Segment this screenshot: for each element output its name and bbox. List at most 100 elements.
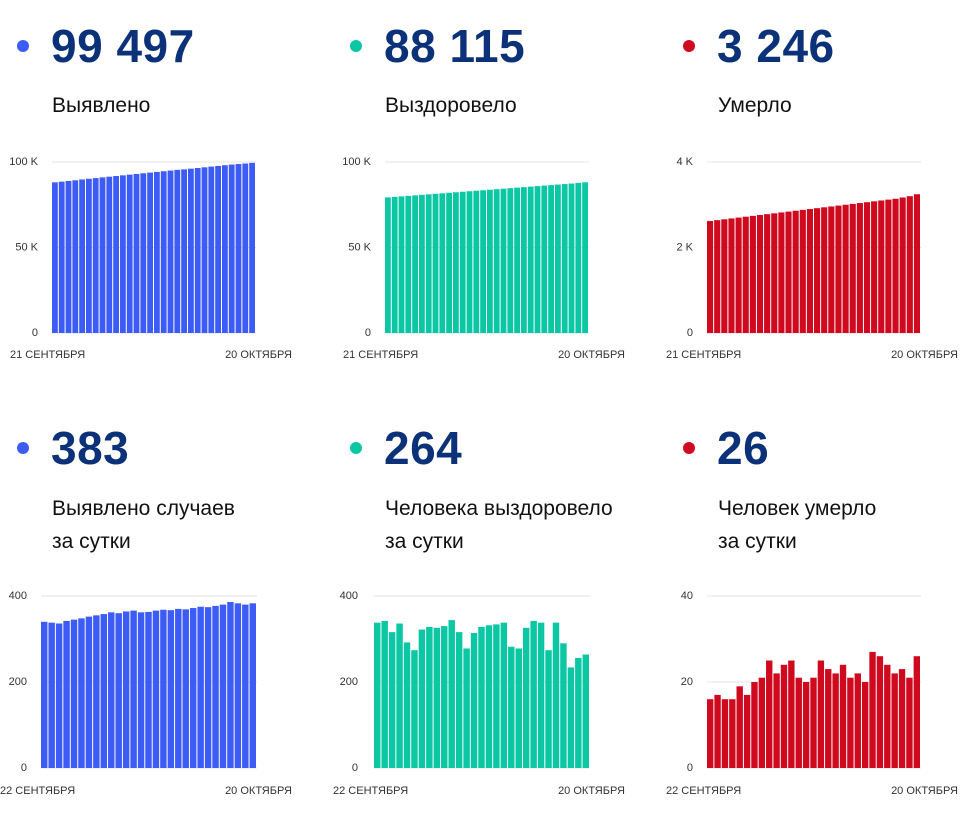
bar	[507, 188, 514, 333]
bar	[884, 664, 891, 768]
bar	[530, 620, 537, 768]
bar	[788, 660, 795, 768]
bar	[182, 609, 189, 768]
bar-chart: 0 2 K 4 K 21 СЕНТЯБРЯ 20 ОКТЯБРЯ	[666, 156, 958, 361]
bar	[714, 220, 721, 333]
x-end-label: 20 ОКТЯБРЯ	[891, 349, 958, 361]
total-value: 99 497	[51, 20, 195, 72]
bar	[204, 607, 212, 768]
bar	[842, 204, 849, 333]
metric-label-line: Умерло	[718, 94, 792, 117]
bar	[412, 195, 418, 333]
bar	[133, 173, 140, 333]
bar-chart: 0 200 400 22 СЕНТЯБРЯ 20 ОКТЯБРЯ	[0, 590, 292, 797]
y-tick-label: 50 K	[15, 242, 38, 254]
bar	[847, 677, 854, 768]
bar	[913, 656, 920, 768]
bar	[167, 170, 174, 333]
series-dot	[683, 40, 695, 52]
bar	[463, 648, 470, 768]
y-tick-label: 40	[681, 590, 693, 602]
bar	[374, 622, 381, 768]
bar	[878, 200, 885, 333]
bar	[778, 212, 785, 333]
series-dot	[683, 442, 695, 454]
total-value: 264	[384, 422, 463, 474]
x-end-label: 20 ОКТЯБРЯ	[225, 349, 292, 361]
bar	[508, 646, 515, 768]
bar	[249, 603, 256, 768]
bar	[234, 603, 242, 768]
bar	[861, 682, 869, 768]
bar	[869, 651, 876, 768]
bar	[122, 611, 130, 768]
bar	[100, 614, 108, 768]
panel-total-deaths: 3 246 Умерло 0 2 K 4 K 21 СЕНТЯБРЯ 20 ОКТЯБР…	[666, 0, 960, 406]
bar	[707, 220, 714, 333]
total-value: 26	[717, 422, 770, 474]
bar	[85, 616, 93, 768]
bar	[534, 186, 541, 333]
bar	[493, 189, 500, 333]
bar	[707, 699, 714, 768]
bar	[222, 165, 228, 333]
bar	[130, 610, 137, 768]
bar	[828, 206, 835, 333]
bar	[810, 677, 817, 768]
bar	[527, 186, 534, 333]
bar	[485, 625, 493, 768]
bar	[167, 610, 175, 768]
metric-label-line: Человек умерло	[718, 497, 877, 520]
x-end-label: 20 ОКТЯБРЯ	[225, 785, 292, 797]
bar	[388, 632, 396, 768]
bar	[478, 626, 485, 768]
bar	[480, 190, 486, 333]
bar-chart: 0 50 K 100 K 21 СЕНТЯБРЯ 20 ОКТЯБРЯ	[342, 156, 625, 361]
metric-label: Выявлено	[52, 89, 150, 122]
bar	[58, 181, 65, 333]
bar	[93, 615, 100, 768]
bar	[849, 203, 856, 333]
bar	[514, 187, 520, 333]
bar	[555, 184, 561, 333]
bar	[405, 195, 412, 333]
bar	[548, 185, 554, 333]
y-tick-label: 400	[340, 590, 358, 602]
bar	[242, 163, 249, 333]
bar	[137, 612, 145, 768]
bar	[426, 626, 433, 768]
bar	[515, 648, 522, 768]
bar	[120, 175, 126, 333]
bar	[235, 164, 242, 333]
bar	[140, 173, 147, 333]
bar	[799, 209, 806, 333]
bar	[446, 192, 452, 333]
bar	[411, 650, 418, 768]
bar	[448, 620, 455, 768]
series-dot	[350, 40, 362, 52]
bar	[743, 694, 751, 768]
bar	[863, 202, 871, 333]
bar	[906, 196, 913, 333]
bar	[385, 197, 391, 333]
bar	[381, 620, 388, 768]
bar	[419, 194, 425, 333]
panel-daily-cases: 383 Выявлено случаев за сутки 0 200 400 22 …	[0, 406, 320, 812]
bar	[215, 165, 221, 333]
bar	[175, 608, 182, 768]
bar	[560, 643, 567, 768]
bar	[79, 179, 85, 333]
bar	[735, 217, 742, 333]
bar	[152, 610, 160, 768]
metric-label-line: Выявлено случаев	[52, 497, 235, 520]
bar	[227, 602, 234, 768]
bar	[721, 699, 729, 768]
bar	[453, 192, 459, 333]
bar	[814, 208, 821, 333]
bar	[425, 194, 432, 333]
bar	[751, 682, 758, 768]
bar	[188, 168, 194, 333]
bar	[147, 172, 153, 333]
bar	[113, 176, 119, 333]
bar	[197, 606, 204, 768]
